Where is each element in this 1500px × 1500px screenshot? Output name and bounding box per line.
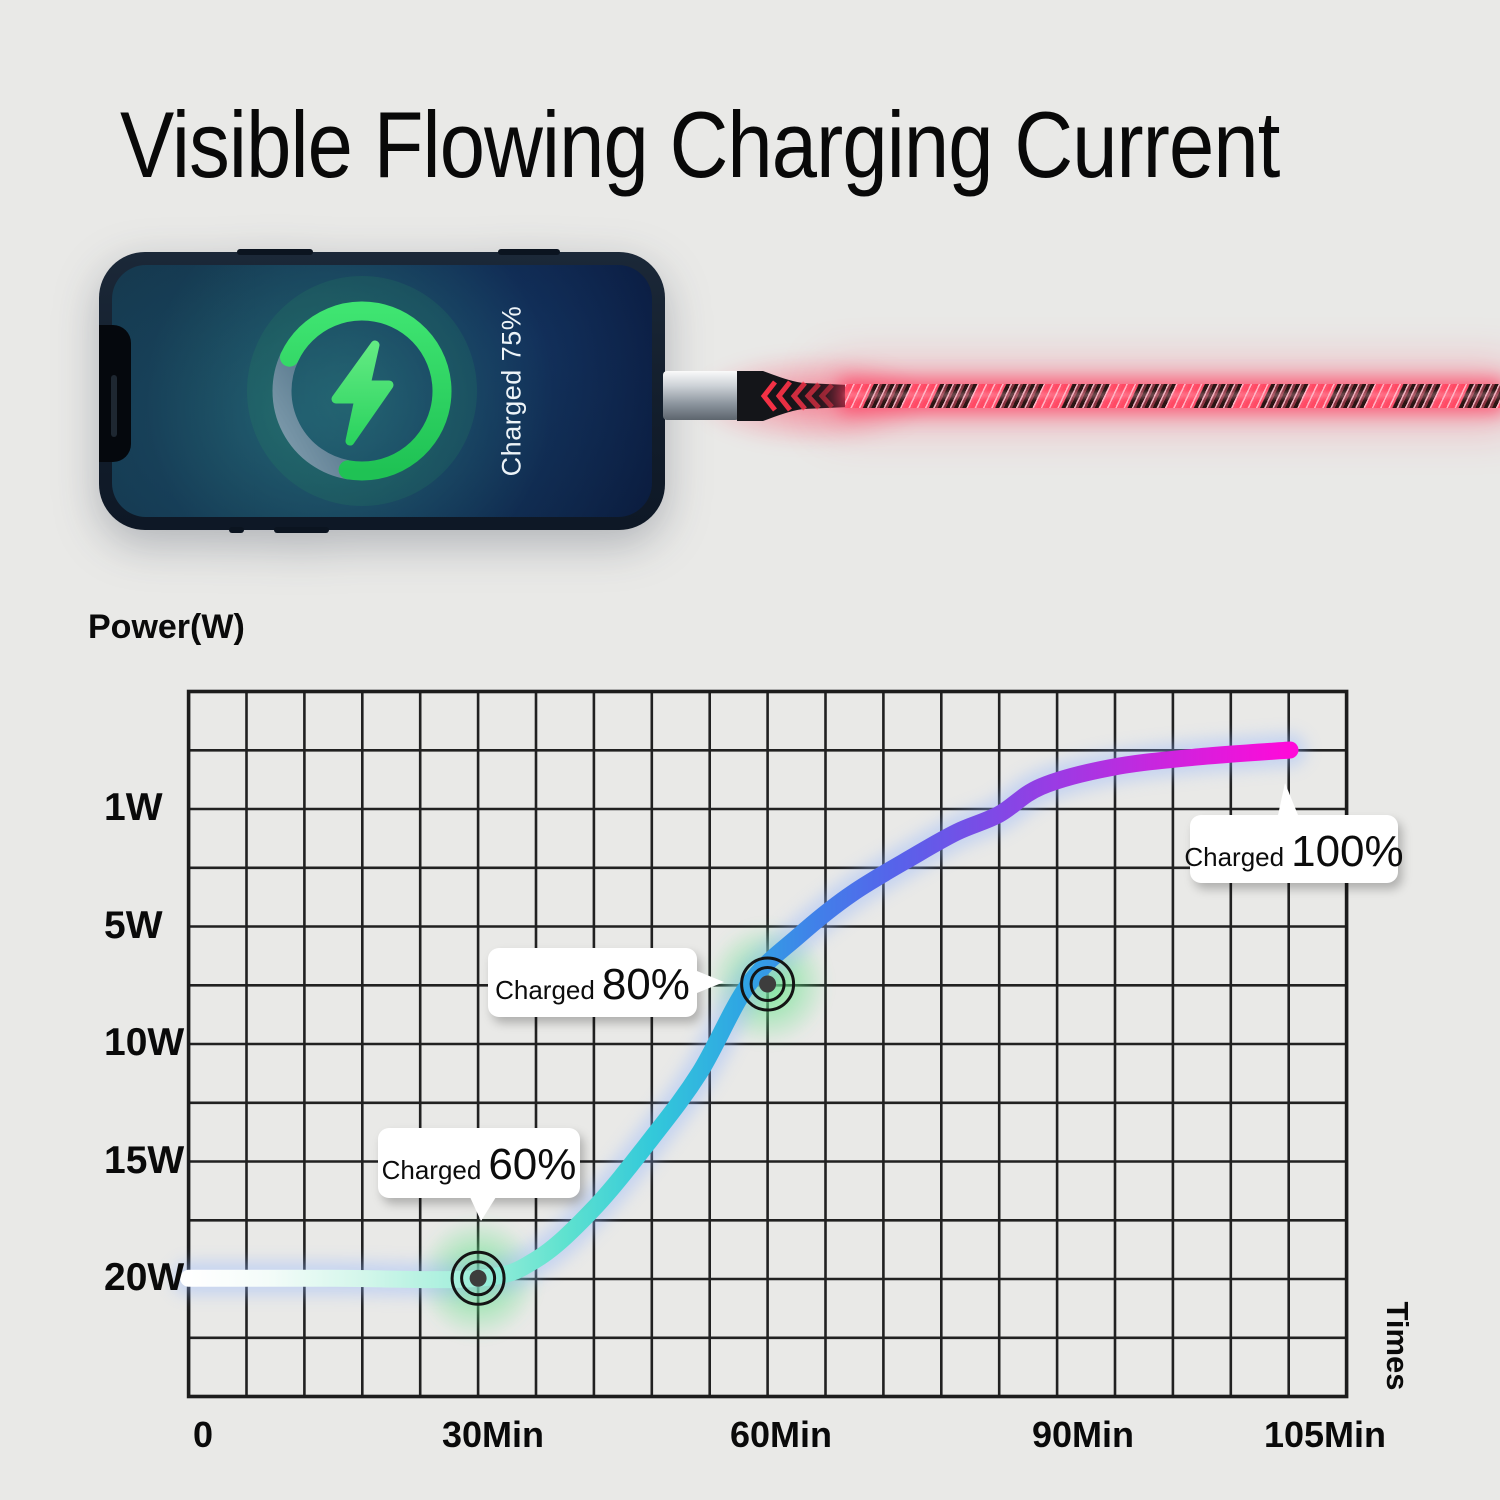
callout-prefix: Charged [381,1155,482,1185]
callout-charged-80: Charged 80% [488,948,724,1017]
y-tick-10w: 10W [104,1021,185,1064]
ring-halo [247,276,477,506]
callout-charged-100: Charged 100% [1184,783,1404,883]
callout-tail-up [1278,783,1298,815]
ring-remainder-arc [272,347,358,480]
bullseye-marker [450,1250,506,1306]
grid-border [186,689,1349,1399]
callout-tail-down [470,1197,496,1221]
milestone-markers [450,956,796,1306]
phone-bottom-slot [274,527,329,533]
x-tick-60min: 60Min [729,1414,833,1455]
y-tick-20w: 20W [104,1256,185,1299]
callout-prefix: Charged [1184,842,1285,872]
ring-progress-arc [280,301,452,481]
x-tick-90min: 90Min [1031,1414,1135,1455]
x-tick-30min: 30Min [441,1414,545,1455]
lightning-bolt-icon [331,340,394,446]
callout-value: 60% [488,1140,577,1189]
y-tick-1w: 1W [104,786,163,829]
phone-screen: Charged 75% [112,265,652,517]
charging-power-curve [180,741,1299,1289]
x-tick-0: 0 [192,1414,214,1455]
phone-side-button [498,249,560,255]
phone: Charged 75% [99,249,665,533]
callout-charged-60: Charged 60% [378,1128,580,1221]
callout-tail-right [697,971,724,993]
callout-value: 80% [601,960,690,1009]
y-tick-15w: 15W [104,1139,185,1182]
y-tick-5w: 5W [104,904,163,947]
cable-connector [663,371,741,420]
x-tick-105min: 105Min [1263,1414,1387,1455]
callout-value: 100% [1291,827,1404,876]
page-title: Visible Flowing Charging Current [120,92,1280,197]
callout-prefix: Charged [495,975,595,1005]
phone-notch [99,325,131,462]
cable-strain-relief [737,371,849,421]
earpiece-slit [111,375,117,437]
phone-bottom-slot [229,527,244,533]
x-axis-title: Times [1380,1301,1415,1391]
bullseye-marker [740,956,796,1012]
cable-chevron-icon [760,380,834,412]
phone-side-button [237,249,313,255]
led-cable [845,384,1500,408]
y-axis-title: Power(W) [88,608,245,646]
charging-ring [247,276,477,506]
